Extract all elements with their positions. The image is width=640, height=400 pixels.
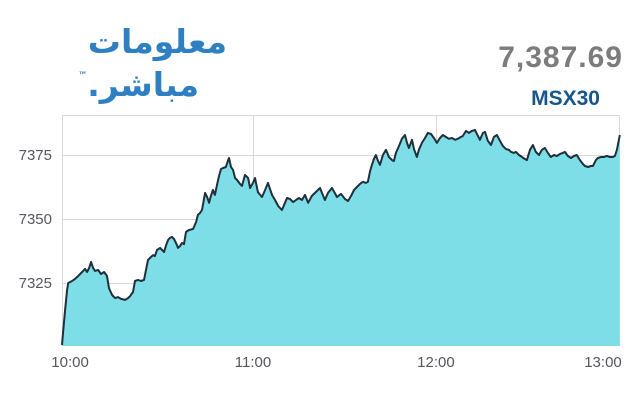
mubasher-info-logo: معلومات مباشر.™ [78, 22, 228, 104]
logo-text-line2-word: مباشر. [87, 65, 200, 104]
x-axis-tick-label: 13:00 [584, 354, 622, 371]
index-name-label: MSX30 [531, 87, 600, 110]
logo-text-line2: مباشر.™ [78, 60, 227, 104]
last-price-value: 7,387.69 [498, 41, 623, 74]
area-fill [62, 129, 620, 346]
y-axis-tick-label: 7375 [18, 146, 52, 164]
logo-text-line1: معلومات [87, 22, 228, 61]
y-axis-tick-label: 7350 [18, 210, 52, 228]
x-axis-tick-label: 12:00 [417, 354, 455, 371]
x-axis-tick-label: 11:00 [234, 354, 272, 371]
quote-block: 7,387.69 MSX30 [498, 42, 623, 111]
price-line [61, 128, 621, 346]
x-axis-tick-label: 10:00 [51, 354, 89, 371]
y-axis-tick-label: 7325 [18, 275, 52, 292]
trademark-symbol: ™ [78, 71, 88, 81]
